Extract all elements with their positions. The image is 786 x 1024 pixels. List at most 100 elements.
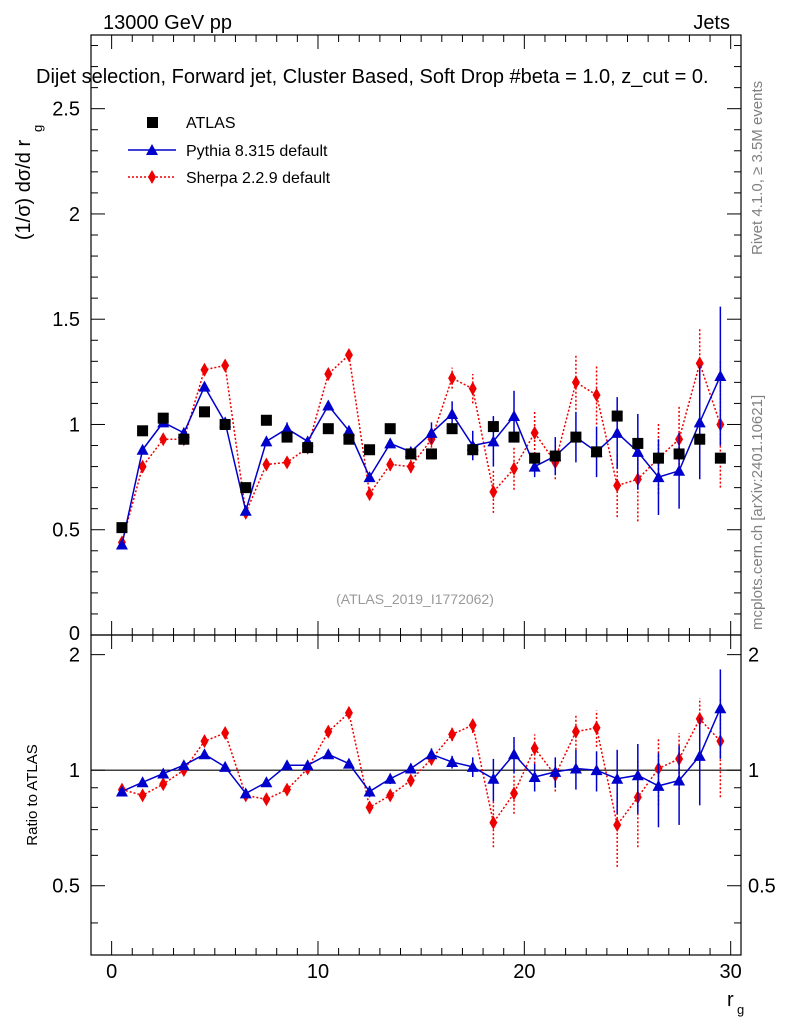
atlas-point xyxy=(632,437,644,449)
ratio-pythia-point xyxy=(611,772,624,784)
sherpa-point xyxy=(448,371,457,386)
header-energy: 13000 GeV pp xyxy=(103,12,232,34)
ratio-pythia-point xyxy=(693,749,706,761)
header-category: Jets xyxy=(693,12,730,34)
pythia-point xyxy=(446,407,459,419)
ratio-sherpa-point xyxy=(138,788,147,803)
ratio-sherpa-line xyxy=(121,711,721,827)
ratio-pythia-point xyxy=(363,785,376,797)
atlas-point xyxy=(240,482,252,494)
pythia-point xyxy=(342,424,355,436)
rivet-version-label: Rivet 4.1.0, ≥ 3.5M events xyxy=(749,81,766,255)
sherpa-point xyxy=(592,388,601,402)
x-tick-label: 0 xyxy=(106,961,117,983)
ratio-y-tick-label: 1 xyxy=(69,760,80,782)
atlas-point xyxy=(260,414,272,426)
pythia-point xyxy=(652,471,665,483)
atlas-point xyxy=(714,452,726,464)
pythia-point xyxy=(673,464,686,476)
ratio-sherpa-point xyxy=(468,718,477,733)
ratio-pythia-point xyxy=(136,776,149,788)
main-series xyxy=(115,306,727,550)
analysis-id: (ATLAS_2019_I1772062) xyxy=(336,591,494,607)
sherpa-point xyxy=(695,356,704,371)
pythia-point xyxy=(363,471,376,483)
ratio-frame xyxy=(90,634,742,956)
ratio-sherpa-point xyxy=(283,782,292,797)
ratio-pythia-point xyxy=(466,760,479,772)
legend-sherpa-marker xyxy=(148,170,156,184)
sherpa-point xyxy=(510,461,519,476)
atlas-point xyxy=(178,433,190,445)
ratio-sherpa-point xyxy=(448,727,457,742)
ratio-y-tick-label: 0.5 xyxy=(52,876,80,898)
main-y-tick-label: 1 xyxy=(69,414,80,436)
atlas-point xyxy=(570,431,582,443)
ratio-pythia-point xyxy=(673,774,686,786)
ratio-pythia-line xyxy=(121,707,722,795)
atlas-point xyxy=(673,448,685,460)
ratio-pythia-point xyxy=(425,748,438,760)
atlas-point xyxy=(652,452,664,464)
atlas-point xyxy=(364,444,376,456)
sherpa-point xyxy=(386,457,395,472)
ratio-sherpa-point xyxy=(365,800,374,815)
ratio-y-tick-label: 2 xyxy=(69,645,80,667)
atlas-point xyxy=(405,448,417,460)
sherpa-point xyxy=(406,459,415,474)
ratio-pythia-point xyxy=(177,759,190,771)
ratio-sherpa-point xyxy=(262,792,271,807)
ratio-sherpa-point xyxy=(530,741,539,756)
atlas-point xyxy=(467,444,479,456)
pythia-point xyxy=(322,399,335,411)
sherpa-point xyxy=(613,478,622,493)
ratio-pythia-point xyxy=(714,702,727,714)
ratio-pythia-point xyxy=(281,759,294,771)
sherpa-point xyxy=(221,358,230,373)
ratio-sherpa-point xyxy=(221,725,230,740)
atlas-point xyxy=(694,433,706,445)
atlas-point xyxy=(322,423,334,435)
ratio-pythia-point xyxy=(569,762,582,774)
pythia-point xyxy=(115,538,128,550)
ratio-pythia-point xyxy=(239,787,252,799)
ratio-sherpa-point xyxy=(200,734,209,749)
ratio-pythia-point xyxy=(652,779,665,791)
ratio-sherpa-point xyxy=(159,777,168,792)
atlas-point xyxy=(198,406,210,418)
sherpa-point xyxy=(530,425,539,440)
pythia-point xyxy=(714,370,727,382)
ratio-axes: 0 10 20 30 0.5 0.5 1 1 2 2 xyxy=(52,635,776,983)
ratio-pythia-point xyxy=(631,769,644,781)
ratio-sherpa-point xyxy=(592,720,601,735)
atlas-point xyxy=(487,421,499,433)
ratio-pythia-point xyxy=(219,760,232,772)
ratio-pythia-point xyxy=(549,765,562,777)
sherpa-point xyxy=(138,459,147,474)
ratio-pythia-point xyxy=(157,767,170,779)
ratio-sherpa-point xyxy=(510,786,519,801)
atlas-point xyxy=(281,431,293,443)
ratio-pythia-point xyxy=(404,762,417,774)
pythia-point xyxy=(611,426,624,438)
atlas-point xyxy=(384,423,396,435)
pythia-point xyxy=(136,443,149,455)
xlabel-sub: g xyxy=(737,1002,744,1017)
main-y-tick-label: 2 xyxy=(69,204,80,226)
main-ylabel: (1/σ) dσ/d r g xyxy=(13,125,45,240)
ratio-pythia-point xyxy=(342,757,355,769)
sherpa-point xyxy=(468,381,477,396)
atlas-point xyxy=(591,446,603,458)
legend-sherpa-label: Sherpa 2.2.9 default xyxy=(186,170,331,187)
pythia-point xyxy=(631,445,644,457)
sherpa-point xyxy=(283,455,292,470)
pythia-point xyxy=(425,426,438,438)
xlabel: r xyxy=(727,989,734,1011)
legend-pythia-label: Pythia 8.315 default xyxy=(186,143,328,160)
ratio-pythia-point xyxy=(508,748,521,760)
atlas-point xyxy=(529,452,541,464)
plot-title: Dijet selection, Forward jet, Cluster Ba… xyxy=(36,66,709,88)
ratio-pythia-point xyxy=(528,770,541,782)
ratio-sherpa-point xyxy=(613,817,622,832)
